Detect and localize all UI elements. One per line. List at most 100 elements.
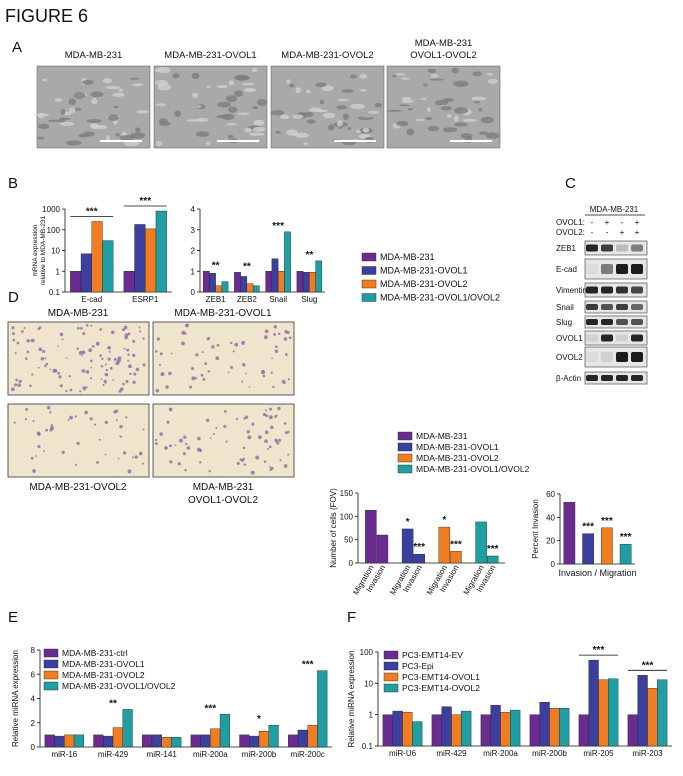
- lane-sign: +: [635, 218, 640, 227]
- stained-cell: [24, 418, 27, 421]
- blot-band: [616, 264, 628, 274]
- stained-cell: [119, 424, 123, 429]
- blot-band: [631, 286, 643, 294]
- cell: [186, 119, 201, 122]
- image-caption: MDA-MB-231-OVOL1: [164, 50, 256, 61]
- legend-label: PC3-EMT14-OVOL2: [402, 683, 480, 693]
- cell: [249, 132, 265, 137]
- bar: [461, 710, 472, 747]
- significance: **: [305, 250, 313, 261]
- image-caption: MDA-MB-231: [193, 482, 254, 493]
- cell: [454, 115, 459, 122]
- y-tick-label: 10: [51, 247, 60, 256]
- stained-cell: [118, 389, 122, 393]
- cell: [364, 136, 375, 144]
- stained-cell: [49, 411, 52, 414]
- stained-cell: [93, 423, 97, 426]
- stained-cell: [31, 373, 34, 376]
- bar: [219, 714, 230, 748]
- image-caption: MDA-MB-231: [65, 50, 123, 61]
- stained-cell: [16, 341, 20, 345]
- stained-cell: [225, 440, 228, 443]
- cell: [191, 72, 200, 80]
- cell: [244, 128, 252, 133]
- blot-band: [601, 334, 613, 342]
- stained-cell: [91, 345, 95, 348]
- x-tick-label: miR-200c: [291, 750, 325, 759]
- cell: [343, 113, 349, 121]
- stained-cell: [37, 327, 41, 330]
- stained-cell: [243, 463, 247, 466]
- stained-cell: [95, 341, 100, 346]
- cell: [129, 77, 140, 80]
- bar: [451, 714, 462, 747]
- stained-cell: [200, 373, 204, 377]
- blot-band: [586, 352, 598, 362]
- blot-row-label: ZEB1: [556, 244, 577, 253]
- bar: [103, 735, 114, 748]
- stained-cell: [169, 460, 173, 464]
- stained-cell: [26, 339, 31, 343]
- legend-label: PC3-Epi: [402, 661, 434, 671]
- y-tick-label: 0: [191, 288, 196, 297]
- cell: [270, 110, 285, 116]
- bar: [647, 687, 658, 747]
- stained-cell: [85, 370, 90, 374]
- bar: [559, 708, 570, 747]
- cell: [115, 133, 120, 137]
- condition-label: OVOL2:: [556, 228, 585, 237]
- cell: [473, 100, 481, 104]
- stained-cell: [10, 387, 15, 392]
- stained-cell: [111, 330, 115, 335]
- stained-cell: [46, 406, 51, 410]
- stained-cell: [12, 338, 16, 342]
- cell: [434, 99, 449, 106]
- cell: [174, 110, 182, 117]
- cell: [336, 105, 347, 110]
- stained-cell: [96, 460, 99, 464]
- stained-cell: [98, 438, 101, 441]
- bar: [588, 659, 599, 747]
- cell: [241, 82, 255, 86]
- blot-band: [631, 304, 643, 310]
- blot-band: [601, 286, 613, 294]
- stained-cell: [23, 326, 26, 330]
- stained-cell: [113, 357, 117, 361]
- cell: [315, 82, 327, 88]
- stained-cell: [14, 352, 17, 355]
- bar: [401, 528, 414, 564]
- cell: [90, 123, 99, 129]
- stained-cell: [77, 326, 80, 330]
- stained-cell: [251, 422, 255, 426]
- stained-cell: [12, 332, 15, 336]
- cell: [65, 140, 82, 146]
- stained-cell: [156, 337, 160, 341]
- stained-cell: [59, 332, 64, 337]
- stained-cell: [52, 368, 57, 373]
- stained-cell: [76, 347, 79, 351]
- stained-cell: [74, 463, 77, 466]
- stained-cell: [207, 337, 211, 340]
- stained-cell: [45, 362, 49, 366]
- image-caption: OVOL1-OVOL2: [188, 495, 258, 506]
- cell: [341, 89, 354, 93]
- stained-cell: [204, 362, 208, 366]
- bar: [317, 670, 328, 748]
- cell: [119, 135, 135, 141]
- x-tick-label: miR-141: [147, 750, 178, 759]
- cell: [172, 73, 180, 79]
- stained-cell: [158, 363, 162, 367]
- legend-swatch: [397, 431, 413, 441]
- legend-swatch: [43, 659, 59, 669]
- stained-cell: [241, 380, 244, 383]
- blot-row-label: β-Actin: [556, 374, 581, 383]
- bar: [627, 714, 638, 747]
- cell: [195, 131, 210, 137]
- x-tick-label: miR-429: [98, 750, 129, 759]
- blot-band: [601, 319, 613, 325]
- bar: [608, 678, 619, 747]
- bar: [365, 510, 377, 564]
- stained-cell: [115, 419, 118, 422]
- stained-cell: [119, 435, 121, 438]
- bar: [171, 737, 182, 748]
